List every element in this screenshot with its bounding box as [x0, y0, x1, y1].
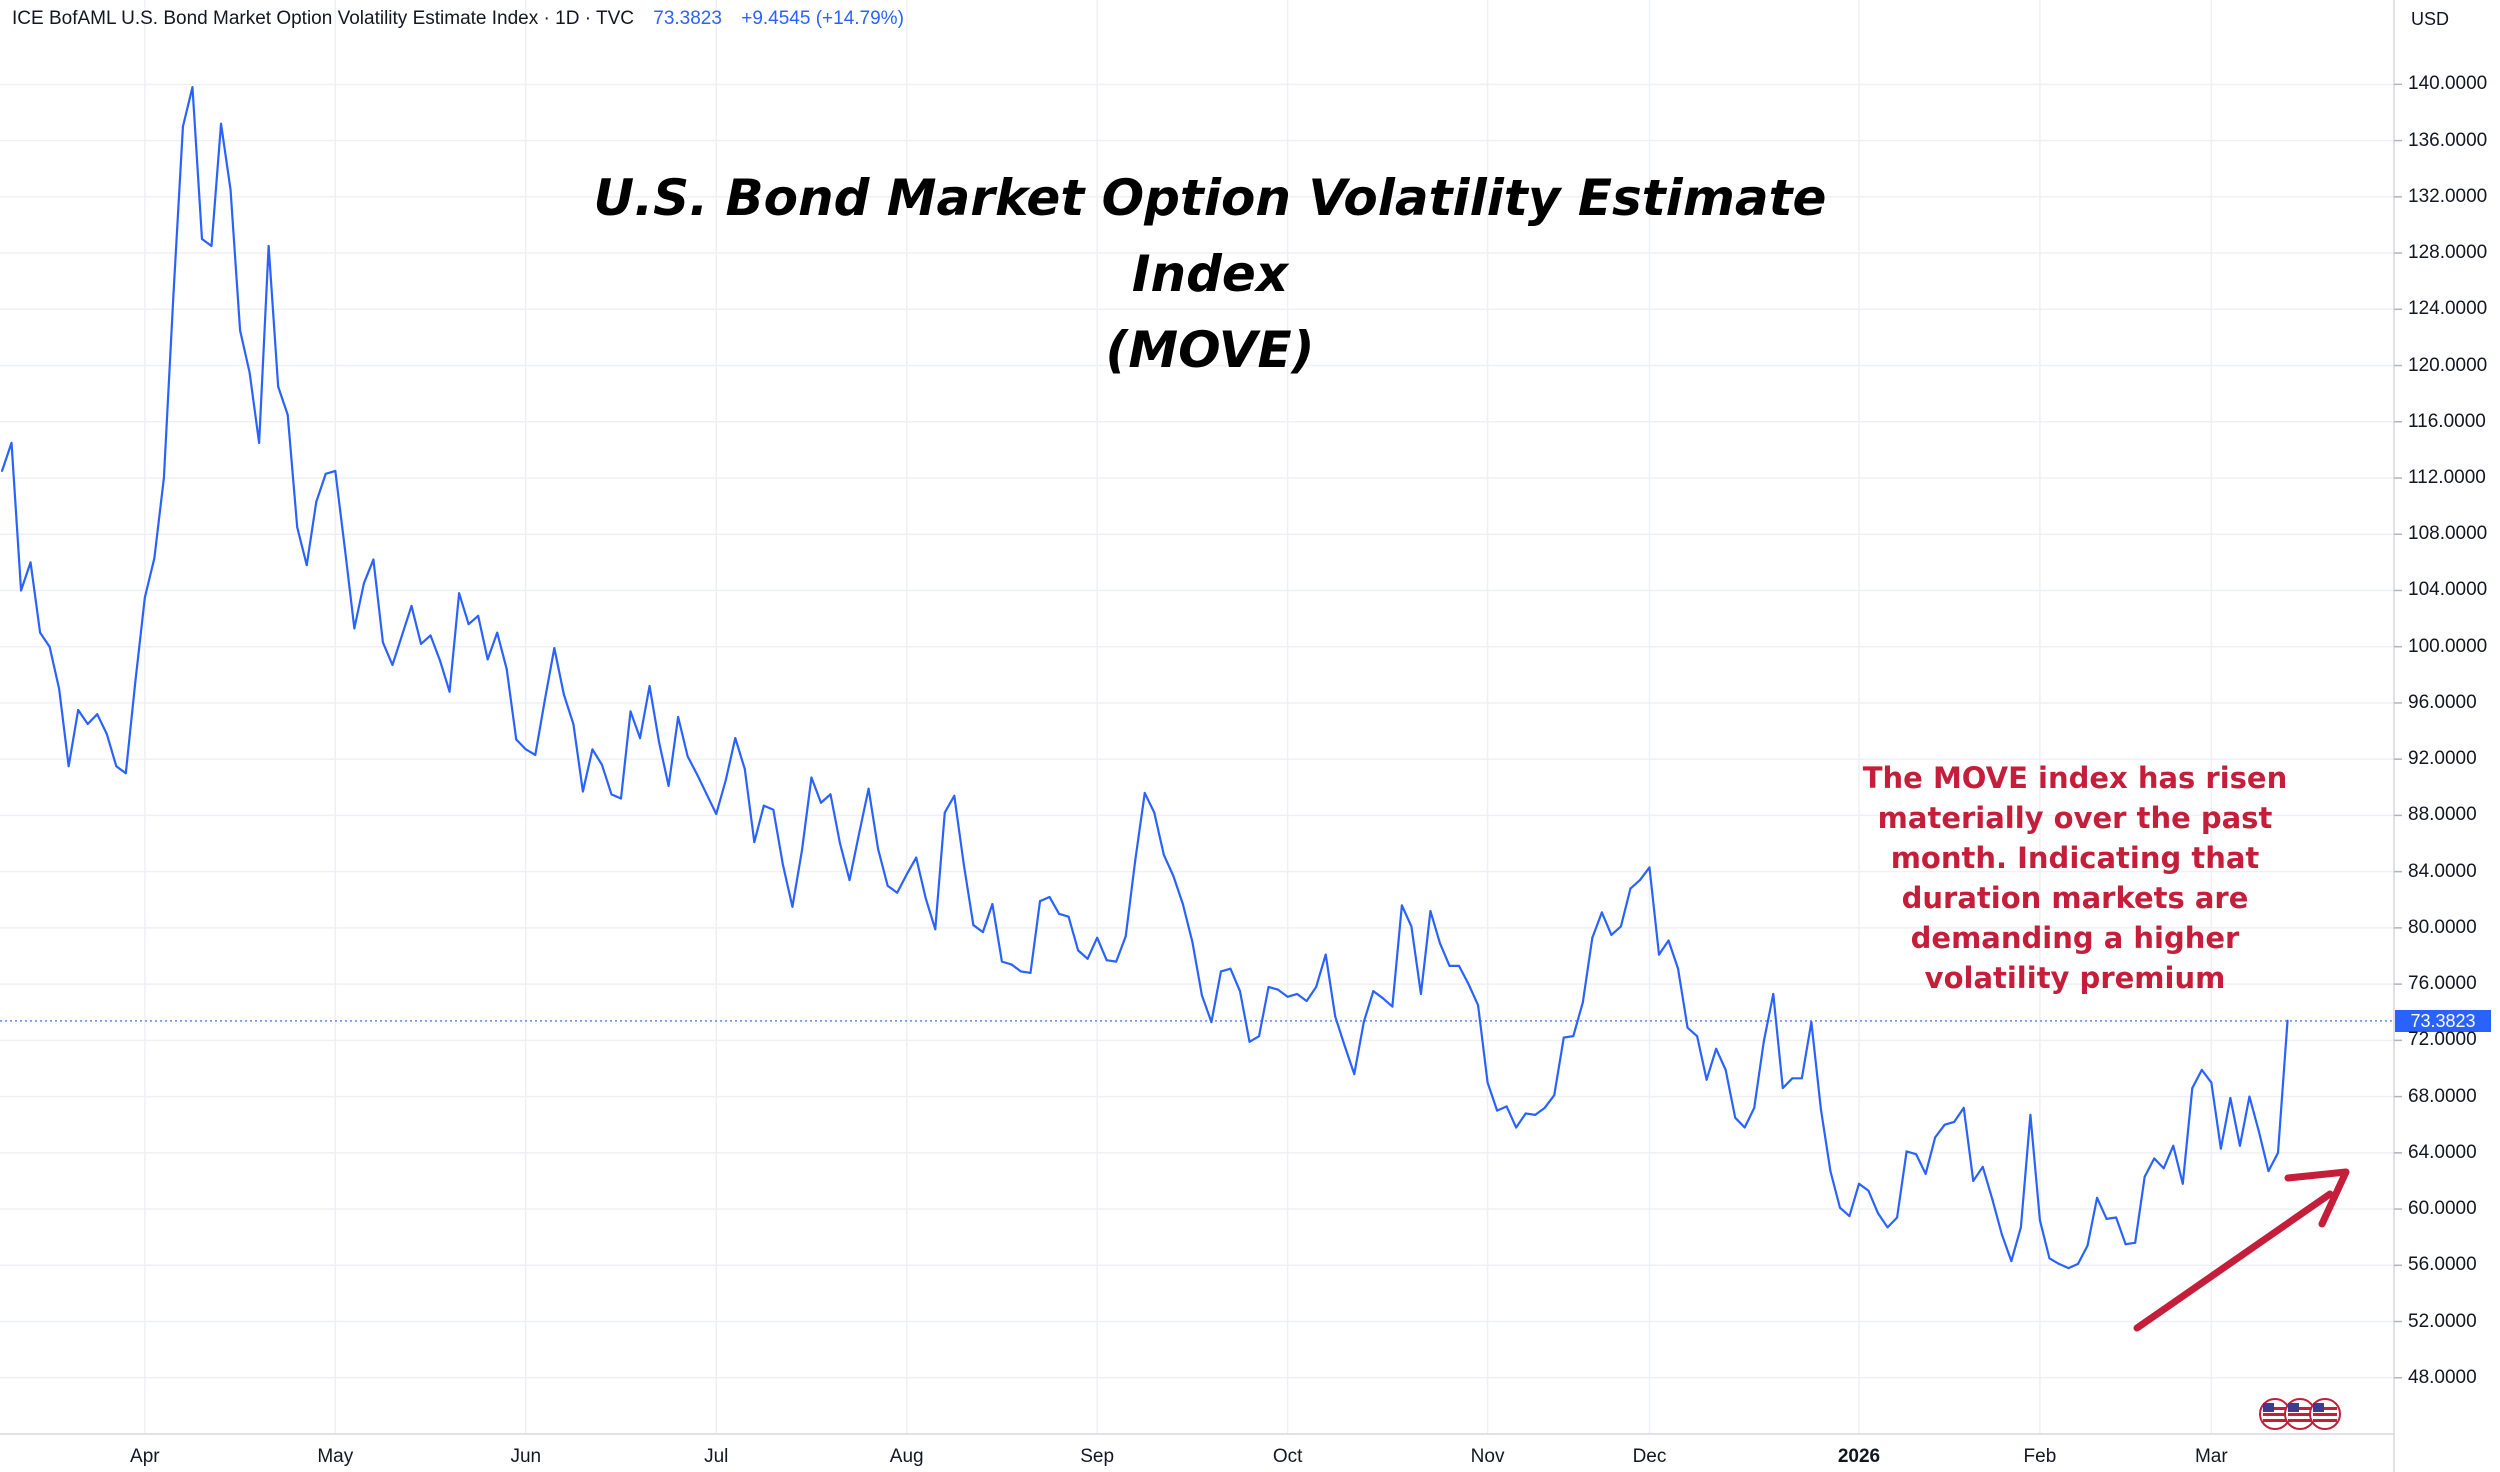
- annotation-line: duration markets are: [1901, 881, 2249, 915]
- x-tick-label: Sep: [1080, 1446, 1115, 1467]
- y-tick-label: 72.0000: [2408, 1029, 2477, 1051]
- currency-label[interactable]: USD: [2411, 9, 2450, 29]
- us-flag-icon: [2309, 1398, 2341, 1430]
- y-tick-label: 64.0000: [2408, 1141, 2477, 1163]
- y-tick-label: 60.0000: [2408, 1198, 2477, 1220]
- x-tick-label: Apr: [130, 1446, 160, 1467]
- y-tick-label: 140.0000: [2408, 73, 2488, 95]
- x-tick-label: Jul: [704, 1446, 729, 1467]
- annotation-line: demanding a higher: [1910, 921, 2240, 955]
- y-tick-label: 84.0000: [2408, 860, 2477, 882]
- price-change: +9.4545 (+14.79%): [741, 8, 904, 29]
- y-tick-label: 88.0000: [2408, 804, 2477, 826]
- chart-title: U.S. Bond Market Option Volatility Estim…: [530, 160, 1890, 388]
- x-tick-label: Nov: [1470, 1446, 1505, 1467]
- x-tick-label: Dec: [1632, 1446, 1667, 1467]
- symbol-legend[interactable]: ICE BofAML U.S. Bond Market Option Volat…: [12, 8, 904, 30]
- annotation-line: month. Indicating that: [1890, 841, 2260, 875]
- y-tick-label: 80.0000: [2408, 916, 2477, 938]
- move-index-series-line[interactable]: [0, 86, 2289, 1270]
- x-tick-label: May: [317, 1446, 354, 1467]
- x-tick-label: Jun: [510, 1446, 542, 1467]
- y-tick-label: 48.0000: [2408, 1366, 2477, 1388]
- y-tick-label: 92.0000: [2408, 748, 2477, 770]
- x-tick-label: 2026: [1837, 1446, 1881, 1467]
- chart-title-line-1: U.S. Bond Market Option Volatility Estim…: [593, 169, 1827, 303]
- annotation-line: materially over the past: [1877, 801, 2273, 835]
- x-tick-label: Oct: [1272, 1446, 1303, 1467]
- us-flag-icon: [2259, 1398, 2291, 1430]
- y-tick-label: 136.0000: [2408, 129, 2488, 151]
- symbol-description: ICE BofAML U.S. Bond Market Option Volat…: [12, 8, 634, 29]
- last-price-badge: 73.3823: [2395, 1009, 2491, 1032]
- annotation-text: The MOVE index has risen materially over…: [1855, 758, 2295, 998]
- y-tick-label: 76.0000: [2408, 973, 2477, 995]
- vertical-gridlines: [144, 0, 2213, 1434]
- y-tick-label: 100.0000: [2408, 635, 2488, 657]
- y-tick-label: 104.0000: [2408, 579, 2488, 601]
- trend-arrow: [2133, 1168, 2350, 1332]
- y-tick-label: 132.0000: [2408, 185, 2488, 207]
- y-tick-label: 124.0000: [2408, 298, 2488, 320]
- last-value: 73.3823: [653, 8, 722, 29]
- y-tick-label: 116.0000: [2408, 410, 2486, 432]
- y-tick-label: 128.0000: [2408, 242, 2488, 264]
- y-tick-label: 108.0000: [2408, 523, 2488, 545]
- x-tick-label: Aug: [889, 1446, 924, 1467]
- chart-title-line-2: (MOVE): [1105, 321, 1315, 379]
- horizontal-gridlines: [0, 83, 2394, 1379]
- y-tick-label: 56.0000: [2408, 1254, 2477, 1276]
- trend-arrow-shaft: [2133, 1190, 2334, 1332]
- y-axis-tick-marks: [2394, 83, 2402, 1379]
- trend-arrow-head: [2284, 1168, 2350, 1228]
- y-tick-label: 96.0000: [2408, 691, 2477, 713]
- annotation-line: volatility premium: [1924, 961, 2226, 995]
- y-tick-label: 120.0000: [2408, 354, 2488, 376]
- y-tick-label: 112.0000: [2408, 467, 2486, 488]
- x-tick-label: Feb: [2023, 1446, 2057, 1467]
- y-tick-label: 52.0000: [2408, 1310, 2477, 1332]
- country-flags-icon[interactable]: [2258, 1397, 2342, 1431]
- y-tick-label: 68.0000: [2408, 1085, 2477, 1107]
- annotation-line: The MOVE index has risen: [1862, 761, 2288, 795]
- x-tick-label: Mar: [2194, 1446, 2228, 1467]
